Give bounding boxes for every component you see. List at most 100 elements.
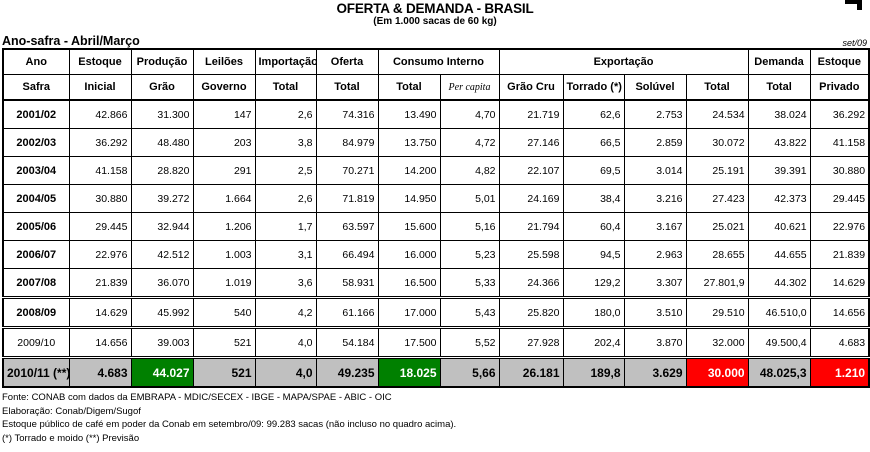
cell-exportacao-torrado: 180,0 — [562, 296, 625, 328]
col-subheader-consumo-total: Total — [377, 74, 441, 101]
cell-oferta-total: 71.819 — [315, 184, 379, 213]
cell-oferta-total: 61.166 — [315, 296, 379, 328]
cell-exportacao-total: 28.655 — [685, 240, 749, 269]
group-header-consumo-interno: Consumo Interno — [377, 48, 500, 75]
table-row: 2003/04 41.158 28.820 291 2,5 70.271 14.… — [2, 156, 870, 185]
cell-importacao-total: 2,6 — [254, 99, 317, 129]
table-row: 2004/05 30.880 39.272 1.664 2,6 71.819 1… — [2, 184, 870, 213]
table-row: 2007/08 21.839 36.070 1.019 3,6 58.931 1… — [2, 268, 870, 298]
cell-estoque-privado: 21.839 — [809, 240, 870, 269]
cell-exportacao-soluvel: 3.014 — [623, 156, 687, 185]
group-header-exportacao: Exportação — [498, 48, 749, 75]
cell-exportacao-soluvel: 3.870 — [623, 326, 687, 358]
cell-leiloes-governo: 291 — [192, 156, 256, 185]
cell-estoque-inicial: 36.292 — [68, 128, 132, 157]
cell-exportacao-soluvel: 2.859 — [623, 128, 687, 157]
cell-exportacao-soluvel: 3.216 — [623, 184, 687, 213]
cell-exportacao-soluvel: 3.510 — [623, 296, 687, 328]
table-row: 2006/07 22.976 42.512 1.003 3,1 66.494 1… — [2, 240, 870, 269]
table-caption-row: Ano-safra - Abril/Março set/09 — [2, 34, 867, 48]
col-subheader-per-capita: Per capita — [439, 74, 500, 101]
col-subheader-torrado: Torrado (*) — [562, 74, 625, 101]
cell-consumo-per-capita: 5,43 — [439, 296, 500, 328]
cell-estoque-inicial: 14.629 — [68, 296, 132, 328]
cell-consumo-per-capita: 5,52 — [439, 326, 500, 358]
date-stamp: set/09 — [842, 38, 867, 48]
cell-exportacao-grao-cru: 26.181 — [498, 356, 564, 388]
cell-exportacao-soluvel: 3.307 — [623, 268, 687, 298]
cell-ano-safra: 2005/06 — [2, 212, 70, 241]
cell-exportacao-grao-cru: 25.820 — [498, 296, 564, 328]
cell-exportacao-soluvel: 3.167 — [623, 212, 687, 241]
col-header-demanda: Demanda — [747, 48, 811, 75]
cell-demanda-total: 44.302 — [747, 268, 811, 298]
cell-consumo-total: 18.025 — [377, 356, 441, 388]
cell-ano-safra: 2010/11 (**) — [2, 356, 70, 388]
col-subheader-inicial: Inicial — [68, 74, 132, 101]
cell-oferta-total: 54.184 — [315, 326, 379, 358]
footnote-legend: (*) Torrado e moido (**) Previsão — [2, 432, 140, 444]
cell-oferta-total: 66.494 — [315, 240, 379, 269]
page-title: OFERTA & DEMANDA - BRASIL — [336, 1, 534, 16]
cell-exportacao-grao-cru: 27.146 — [498, 128, 564, 157]
page-subtitle: (Em 1.000 sacas de 60 kg) — [373, 16, 497, 27]
supply-demand-table: Ano Estoque Produção Leilões Importação … — [2, 48, 870, 388]
cell-ano-safra: 2001/02 — [2, 99, 70, 129]
cell-leiloes-governo: 1.003 — [192, 240, 256, 269]
cell-estoque-privado: 1.210 — [809, 356, 870, 388]
col-subheader-grao-cru: Grão Cru — [498, 74, 564, 101]
col-header-importacao: Importação — [254, 48, 317, 75]
cell-leiloes-governo: 1.206 — [192, 212, 256, 241]
page-corner-mark — [845, 0, 862, 4]
cell-leiloes-governo: 1.019 — [192, 268, 256, 298]
table-row: 2001/02 42.866 31.300 147 2,6 74.316 13.… — [2, 99, 870, 129]
period-label: Ano-safra - Abril/Março — [2, 34, 140, 48]
col-header-estoque-2: Estoque — [809, 48, 870, 75]
cell-leiloes-governo: 1.664 — [192, 184, 256, 213]
col-subheader-grao: Grão — [130, 74, 194, 101]
cell-consumo-total: 16.500 — [377, 268, 441, 298]
cell-producao-grao: 44.027 — [130, 356, 194, 388]
cell-ano-safra: 2007/08 — [2, 268, 70, 298]
cell-exportacao-torrado: 66,5 — [562, 128, 625, 157]
cell-exportacao-torrado: 38,4 — [562, 184, 625, 213]
cell-producao-grao: 42.512 — [130, 240, 194, 269]
cell-demanda-total: 49.500,4 — [747, 326, 811, 358]
cell-estoque-inicial: 41.158 — [68, 156, 132, 185]
cell-ano-safra: 2004/05 — [2, 184, 70, 213]
col-subheader-demanda-total: Total — [747, 74, 811, 101]
page-corner-mark-stub — [857, 0, 862, 10]
cell-leiloes-governo: 521 — [192, 356, 256, 388]
cell-estoque-inicial: 22.976 — [68, 240, 132, 269]
cell-consumo-per-capita: 5,16 — [439, 212, 500, 241]
cell-consumo-per-capita: 5,23 — [439, 240, 500, 269]
cell-exportacao-torrado: 202,4 — [562, 326, 625, 358]
table-row: 2008/09 14.629 45.992 540 4,2 61.166 17.… — [2, 296, 870, 328]
cell-exportacao-grao-cru: 24.366 — [498, 268, 564, 298]
cell-exportacao-grao-cru: 22.107 — [498, 156, 564, 185]
cell-exportacao-grao-cru: 25.598 — [498, 240, 564, 269]
col-subheader-soluvel: Solúvel — [623, 74, 687, 101]
cell-importacao-total: 3,1 — [254, 240, 317, 269]
footnote-elaboration: Elaboração: Conab/Digem/Sugof — [2, 405, 141, 417]
cell-importacao-total: 4,0 — [254, 326, 317, 358]
cell-leiloes-governo: 540 — [192, 296, 256, 328]
cell-exportacao-total: 27.801,9 — [685, 268, 749, 298]
cell-estoque-privado: 4.683 — [809, 326, 870, 358]
cell-consumo-total: 13.490 — [377, 99, 441, 129]
table-row: 2005/06 29.445 32.944 1.206 1,7 63.597 1… — [2, 212, 870, 241]
cell-exportacao-grao-cru: 21.794 — [498, 212, 564, 241]
cell-importacao-total: 4,0 — [254, 356, 317, 388]
cell-producao-grao: 36.070 — [130, 268, 194, 298]
cell-importacao-total: 3,8 — [254, 128, 317, 157]
footnote-public-stock: Estoque público de café em poder da Cona… — [2, 419, 457, 430]
header-row-2: Safra Inicial Grão Governo Total Total T… — [2, 74, 870, 101]
cell-consumo-per-capita: 5,33 — [439, 268, 500, 298]
cell-exportacao-torrado: 69,5 — [562, 156, 625, 185]
cell-oferta-total: 70.271 — [315, 156, 379, 185]
cell-estoque-inicial: 14.656 — [68, 326, 132, 358]
cell-producao-grao: 45.992 — [130, 296, 194, 328]
cell-producao-grao: 48.480 — [130, 128, 194, 157]
cell-ano-safra: 2002/03 — [2, 128, 70, 157]
cell-exportacao-torrado: 129,2 — [562, 268, 625, 298]
